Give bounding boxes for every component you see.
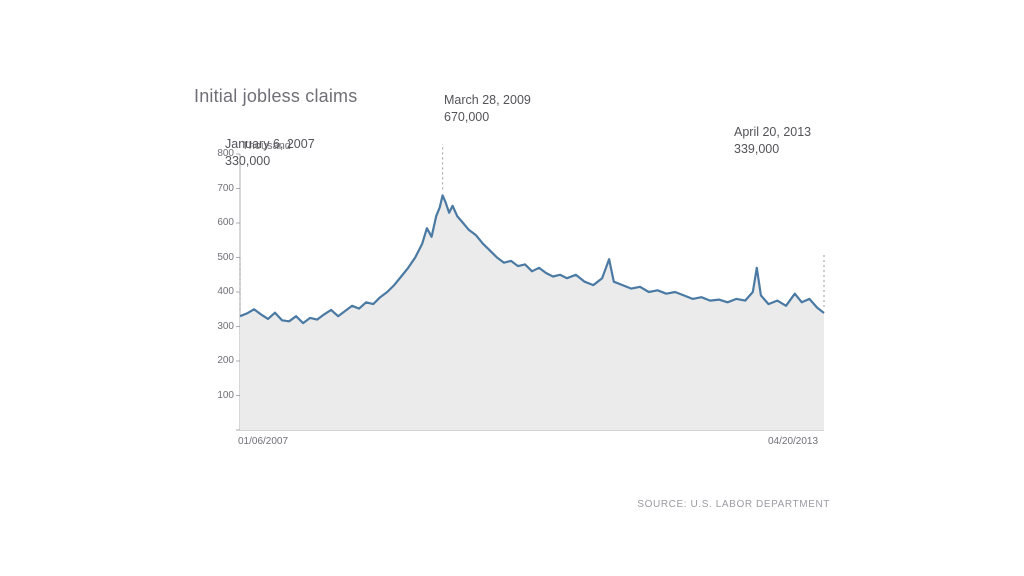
annotation-date: January 6, 2007 <box>225 136 315 153</box>
ytick-label: 600 <box>206 217 234 228</box>
annotation-date: March 28, 2009 <box>444 92 531 109</box>
source-label: SOURCE: U.S. LABOR DEPARTMENT <box>637 499 830 510</box>
ytick-label: 200 <box>206 355 234 366</box>
ytick-label: 100 <box>206 390 234 401</box>
annotation-value: 330,000 <box>225 153 315 170</box>
xtick-label: 01/06/2007 <box>238 436 288 447</box>
chart-svg <box>212 144 830 450</box>
ytick-label: 500 <box>206 252 234 263</box>
chart-title: Initial jobless claims <box>194 86 357 107</box>
annotation-value: 670,000 <box>444 109 531 126</box>
annotation-value: 339,000 <box>734 141 811 158</box>
chart-card: Initial jobless claims Thousand100200300… <box>152 48 872 528</box>
ytick-label: 300 <box>206 321 234 332</box>
annotation-date: April 20, 2013 <box>734 124 811 141</box>
ytick-label: 700 <box>206 183 234 194</box>
annotation-a1: March 28, 2009670,000 <box>444 92 531 126</box>
xtick-label: 04/20/2013 <box>768 436 818 447</box>
annotation-a2: April 20, 2013339,000 <box>734 124 811 158</box>
ytick-label: 400 <box>206 286 234 297</box>
annotation-a0: January 6, 2007330,000 <box>225 136 315 170</box>
chart-area: Thousand10020030040050060070080001/06/20… <box>212 144 830 450</box>
